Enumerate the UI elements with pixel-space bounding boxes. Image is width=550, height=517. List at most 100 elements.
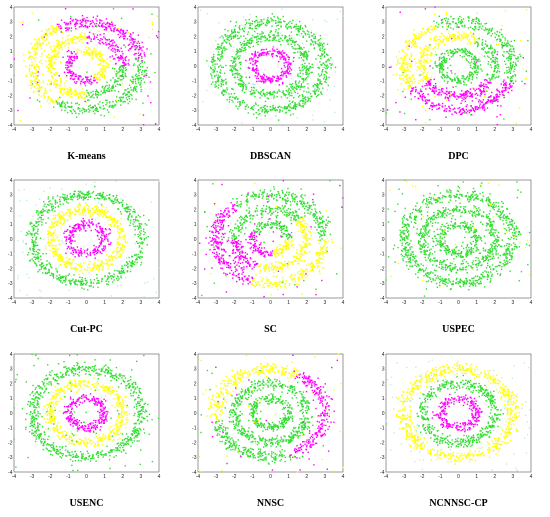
data-point: [127, 216, 130, 218]
data-point: [273, 49, 275, 51]
data-point: [292, 88, 294, 90]
data-point: [140, 232, 142, 235]
data-point: [35, 69, 37, 71]
data-point: [465, 48, 468, 51]
y-tick-label: 4: [194, 5, 197, 11]
data-point: [80, 192, 83, 195]
data-point: [261, 52, 263, 55]
data-point: [300, 99, 303, 102]
data-point: [339, 10, 341, 13]
data-point: [75, 23, 77, 26]
data-point: [514, 73, 516, 76]
data-point: [457, 95, 459, 98]
data-point: [446, 37, 448, 39]
data-point: [442, 74, 444, 76]
data-point: [32, 260, 34, 262]
data-point: [444, 97, 446, 99]
data-point: [471, 107, 473, 109]
data-point: [471, 67, 474, 70]
data-point: [413, 38, 415, 40]
data-point: [92, 191, 95, 193]
data-point: [501, 47, 504, 49]
data-point: [220, 78, 223, 81]
y-tick-label: 3: [382, 20, 385, 26]
data-point: [241, 100, 244, 102]
data-point: [248, 18, 250, 21]
data-point: [448, 22, 450, 25]
data-point: [264, 109, 266, 111]
data-point: [460, 113, 463, 115]
data-point: [405, 78, 408, 81]
data-point: [46, 83, 49, 86]
data-point: [122, 71, 125, 73]
data-point: [436, 66, 438, 68]
data-point: [422, 99, 424, 102]
data-point: [433, 28, 436, 30]
data-point: [96, 279, 99, 282]
data-point: [493, 61, 496, 63]
data-point: [108, 30, 110, 33]
data-point: [109, 45, 111, 47]
data-point: [49, 89, 51, 91]
data-point: [74, 110, 76, 112]
data-point: [59, 276, 62, 278]
data-point: [68, 27, 70, 29]
data-point: [437, 104, 440, 106]
data-point: [72, 193, 75, 195]
data-point: [479, 26, 481, 28]
data-point: [280, 74, 282, 77]
data-point: [260, 76, 262, 78]
data-point: [512, 82, 515, 85]
data-point: [221, 55, 223, 57]
data-point: [248, 45, 250, 48]
data-point: [38, 252, 40, 254]
data-point: [46, 65, 48, 67]
data-point: [257, 60, 259, 63]
data-point: [92, 16, 95, 18]
data-point: [238, 62, 241, 64]
data-point: [56, 103, 59, 105]
data-point: [23, 59, 25, 62]
data-point: [120, 68, 122, 70]
data-point: [313, 90, 316, 92]
data-point: [466, 43, 469, 45]
data-point: [501, 34, 503, 36]
data-point: [70, 70, 72, 73]
data-point: [49, 46, 52, 48]
data-point: [323, 74, 326, 76]
data-point: [281, 55, 284, 57]
data-point: [301, 54, 303, 56]
data-point: [257, 35, 259, 37]
data-point: [504, 10, 507, 12]
data-point: [406, 48, 408, 50]
data-point: [325, 67, 327, 70]
data-point: [460, 102, 462, 105]
data-point: [517, 56, 519, 58]
data-point: [322, 87, 324, 89]
data-point: [139, 251, 142, 254]
data-point: [264, 52, 266, 54]
data-point: [96, 194, 98, 197]
data-point: [459, 113, 462, 116]
data-point: [28, 69, 30, 71]
data-point: [74, 42, 77, 44]
data-point: [423, 95, 425, 97]
data-point: [415, 42, 417, 44]
data-point: [279, 110, 281, 112]
data-point: [297, 43, 299, 46]
data-point: [422, 80, 424, 82]
data-point: [252, 86, 255, 89]
data-point: [57, 25, 59, 27]
data-point: [514, 68, 516, 70]
data-point: [503, 72, 506, 74]
data-point: [495, 39, 498, 41]
data-point: [114, 49, 117, 51]
data-point: [274, 91, 276, 94]
data-point: [458, 49, 460, 52]
data-point: [72, 39, 74, 41]
data-point: [439, 67, 442, 70]
data-point: [85, 22, 87, 24]
data-point: [314, 33, 317, 36]
data-point: [267, 110, 270, 112]
data-point: [104, 37, 106, 40]
